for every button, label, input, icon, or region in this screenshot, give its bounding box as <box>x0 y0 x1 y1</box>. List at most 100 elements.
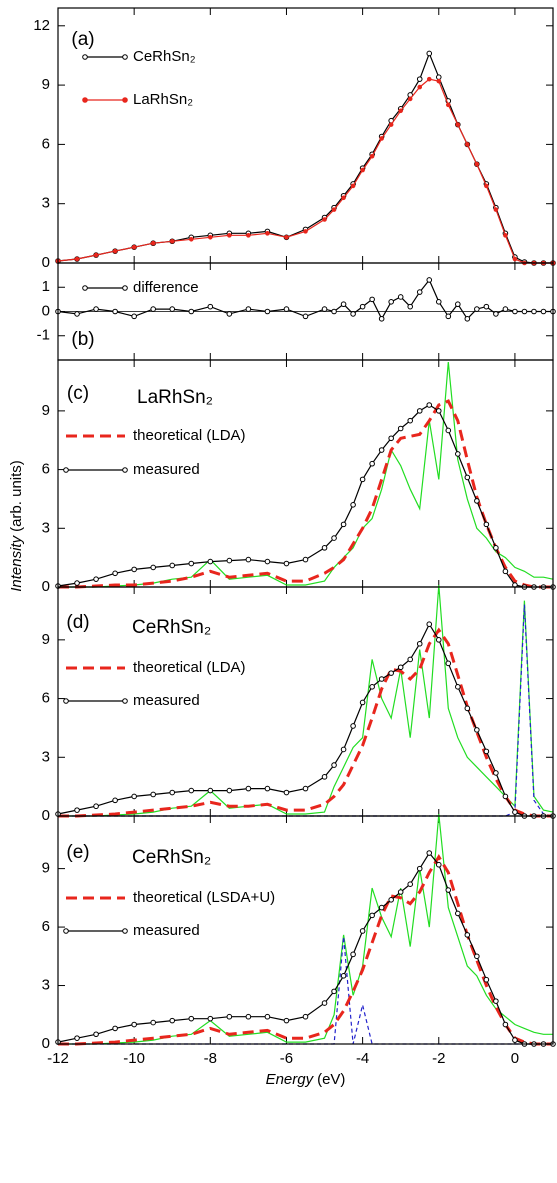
y-tick-label: 3 <box>42 195 50 212</box>
data-point <box>74 580 80 586</box>
y-tick-label: 6 <box>42 690 50 707</box>
data-point <box>483 748 490 755</box>
x-tick-label: -8 <box>204 1050 217 1067</box>
data-point <box>264 785 271 792</box>
data-point <box>397 425 404 432</box>
y-tick-label: -1 <box>37 327 50 344</box>
data-point <box>331 988 337 995</box>
data-point <box>350 311 356 317</box>
data-point <box>512 809 518 815</box>
data-point <box>416 76 423 82</box>
data-point <box>150 306 156 312</box>
data-point <box>388 896 394 903</box>
data-point <box>321 306 328 312</box>
y-tick-label: 12 <box>33 17 50 34</box>
data-point <box>455 684 461 690</box>
data-point <box>188 560 195 567</box>
data-point <box>150 564 156 571</box>
panel: 0 3 6 9 12 CeRhSn₂ LaRhSn₂ (a) <box>33 7 556 271</box>
legend-marker <box>122 467 128 473</box>
data-point <box>359 928 366 934</box>
legend-marker <box>122 698 128 704</box>
data-point <box>464 474 471 481</box>
data-point <box>93 306 99 312</box>
data-point <box>483 976 490 983</box>
data-point <box>150 791 156 798</box>
data-point <box>369 912 375 919</box>
x-tick-label: -6 <box>280 1050 293 1067</box>
data-point <box>359 303 366 310</box>
data-point <box>226 787 233 794</box>
data-point <box>207 303 214 310</box>
data-point <box>188 1015 195 1022</box>
data-point <box>302 313 309 320</box>
data-point <box>112 248 118 254</box>
y-tick-label: 9 <box>42 76 50 93</box>
y-tick-label: 0 <box>42 254 50 271</box>
data-point <box>426 277 433 283</box>
y-tick-label: 9 <box>42 402 50 419</box>
x-tick-label: -2 <box>432 1050 445 1067</box>
y-tick-label: 1 <box>42 278 50 295</box>
legend-label: theoretical (LSDA+U) <box>133 889 275 906</box>
data-point <box>426 621 433 627</box>
data-point <box>397 664 404 671</box>
data-point <box>464 315 471 322</box>
data-point <box>169 1017 176 1024</box>
data-point <box>350 502 356 508</box>
data-point <box>264 308 271 315</box>
y-axis-label: Intensity (arb. units) <box>8 460 25 592</box>
data-point <box>321 774 328 780</box>
data-point <box>502 568 509 575</box>
data-point <box>169 238 175 244</box>
data-point <box>369 296 375 303</box>
y-tick-label: 0 <box>42 807 50 824</box>
data-point <box>226 1013 233 1020</box>
data-point <box>531 308 537 315</box>
data-point <box>474 161 480 167</box>
data-point <box>378 447 385 453</box>
panel-label: (a) <box>71 29 94 50</box>
data-point <box>93 1031 99 1038</box>
data-point <box>207 1015 214 1022</box>
data-point <box>435 74 442 80</box>
y-tick-label: 6 <box>42 918 50 935</box>
data-point <box>484 183 489 189</box>
data-point <box>455 451 461 457</box>
y-tick-label: 6 <box>42 135 50 152</box>
legend-marker <box>122 928 128 934</box>
panel-label: (c) <box>67 383 89 404</box>
data-point <box>331 535 337 541</box>
data-point <box>226 557 233 564</box>
data-point <box>416 865 423 872</box>
data-point <box>264 1013 271 1020</box>
data-point <box>407 303 414 310</box>
data-point <box>455 122 461 127</box>
data-point <box>445 887 452 893</box>
plot-frame <box>57 7 554 264</box>
data-point <box>112 1025 118 1032</box>
data-point <box>188 236 194 242</box>
legend-marker <box>122 285 128 291</box>
y-axis-label-italic: Intensity <box>8 534 25 591</box>
data-point <box>93 576 99 582</box>
data-point <box>283 1017 290 1024</box>
data-point <box>283 560 290 567</box>
panel: 0 3 6 9 theoretical (LDA) measured (c) LaRhSn₂ I… <box>8 359 556 595</box>
sample-label: LaRhSn₂ <box>137 387 213 408</box>
panel-label: (d) <box>66 612 89 633</box>
series-line <box>58 936 553 1045</box>
data-point <box>465 142 470 147</box>
data-point <box>397 889 404 895</box>
data-point <box>131 566 137 573</box>
data-point <box>483 521 490 528</box>
data-point <box>407 96 413 102</box>
legend-marker <box>82 285 88 291</box>
data-point <box>521 308 528 315</box>
data-point <box>540 308 547 315</box>
data-point <box>512 308 518 315</box>
legend-label: measured <box>133 692 200 709</box>
data-point <box>321 1000 328 1006</box>
data-point <box>416 640 423 647</box>
